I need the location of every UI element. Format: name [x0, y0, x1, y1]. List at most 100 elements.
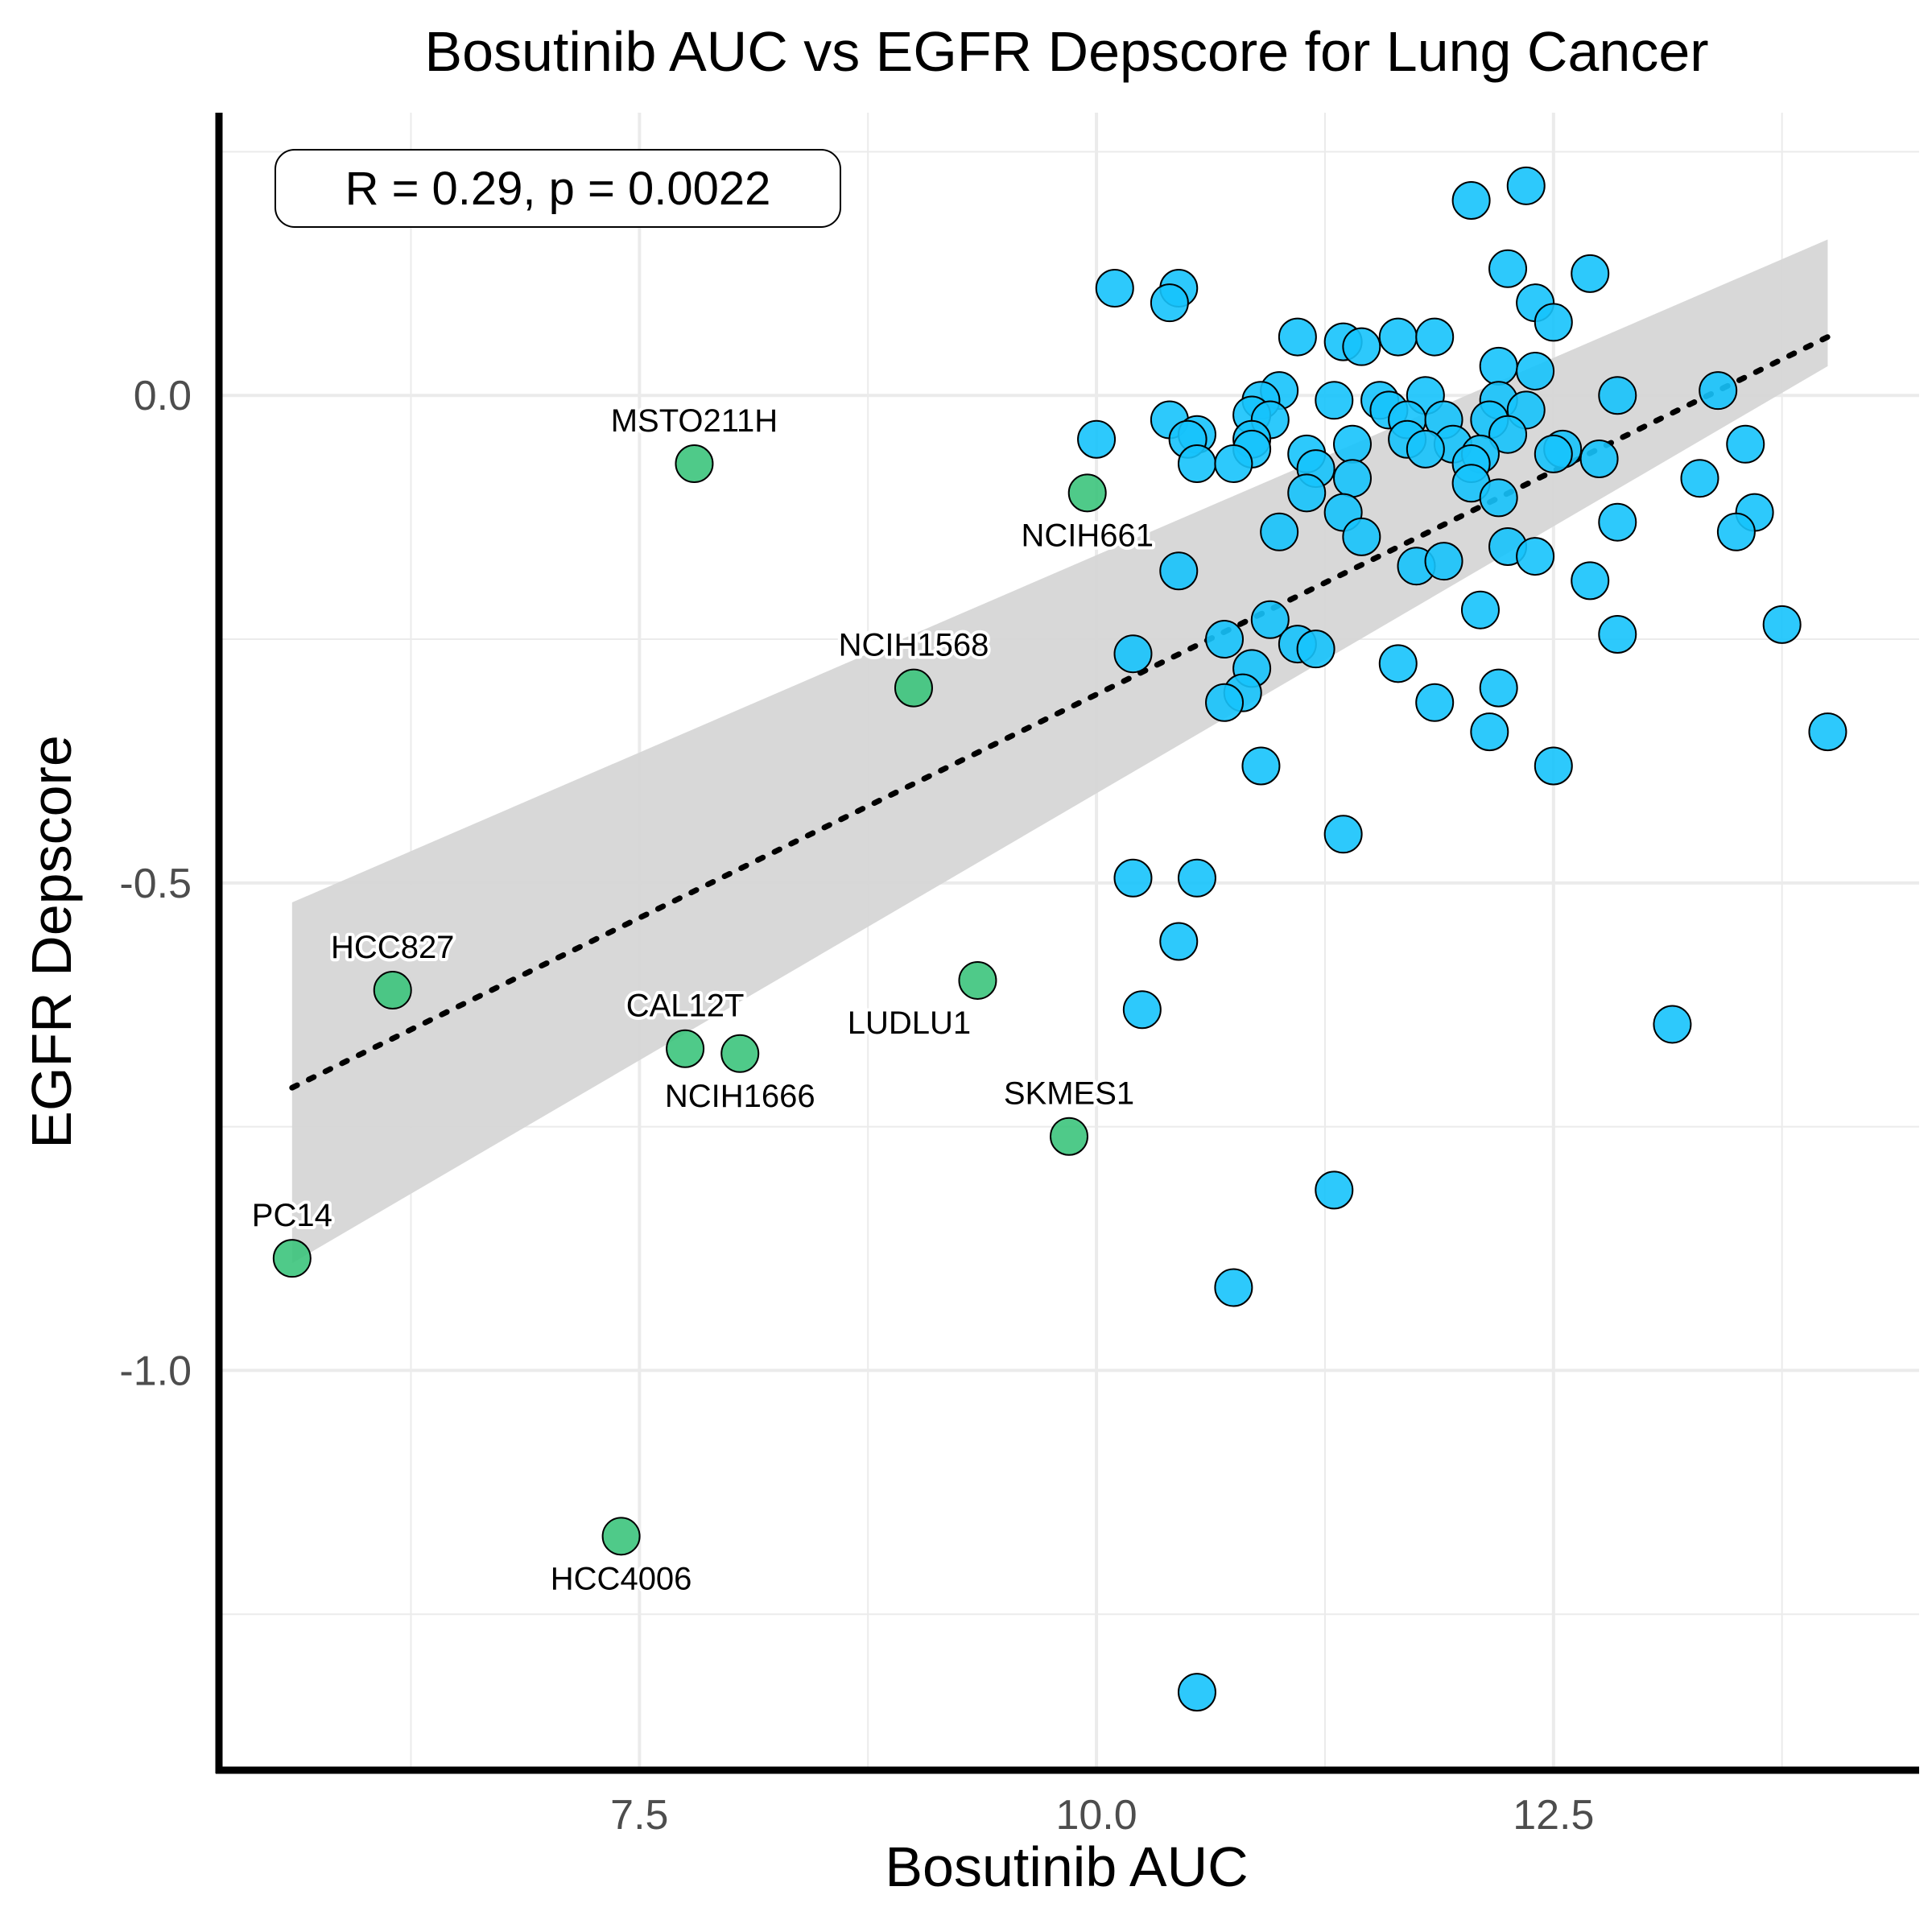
data-point	[1214, 444, 1253, 484]
data-point	[1177, 858, 1216, 898]
data-point	[1726, 424, 1765, 464]
highlighted-point	[601, 1517, 641, 1556]
data-point	[1479, 478, 1518, 518]
highlighted-point	[666, 1029, 705, 1068]
point-label-halo: HCC4006	[551, 1561, 692, 1596]
data-point	[1598, 502, 1637, 542]
data-point	[1516, 537, 1555, 576]
data-point	[1488, 415, 1528, 454]
data-point	[1762, 605, 1802, 644]
data-point	[1315, 381, 1354, 420]
highlighted-point	[1067, 473, 1107, 513]
data-point	[1451, 181, 1491, 221]
chart-title: Bosutinib AUC vs EGFR Depscore for Lung …	[424, 20, 1708, 83]
highlighted-point	[894, 668, 933, 708]
data-point	[1415, 683, 1455, 722]
data-point	[1333, 424, 1372, 464]
data-point	[1571, 561, 1610, 601]
x-axis-title: Bosutinib AUC	[885, 1835, 1248, 1898]
data-point	[1534, 434, 1573, 473]
y-axis-title: EGFR Depscore	[20, 735, 83, 1148]
data-point	[1470, 712, 1509, 752]
data-point	[1159, 551, 1199, 591]
data-point	[1716, 512, 1756, 551]
stat-annotation-box	[275, 149, 841, 228]
data-point	[1415, 317, 1455, 357]
highlighted-point	[720, 1034, 760, 1073]
data-point	[1205, 620, 1245, 659]
y-tick-label: -1.0	[119, 1348, 192, 1394]
data-point	[1680, 459, 1719, 498]
data-point	[1460, 590, 1500, 630]
data-point	[1571, 254, 1610, 293]
y-tick-label: -0.5	[119, 861, 192, 907]
point-label: HCC4006	[551, 1561, 692, 1596]
point-label: MSTO211H	[611, 403, 778, 439]
point-label-halo: LUDLU1	[848, 1005, 971, 1041]
data-point	[1342, 327, 1381, 366]
confidence-band	[291, 239, 1828, 1264]
point-label-halo: NCIH1568	[839, 628, 989, 663]
point-label: NCIH1666	[665, 1079, 815, 1114]
data-point	[1077, 419, 1117, 459]
point-label: LUDLU1	[848, 1005, 971, 1041]
x-tick-label: 7.5	[610, 1792, 668, 1839]
data-point	[1296, 630, 1335, 669]
point-label-halo: MSTO211H	[611, 403, 778, 439]
highlighted-point	[675, 444, 714, 484]
data-point	[1516, 351, 1555, 390]
x-tick-label: 12.5	[1513, 1792, 1594, 1839]
point-label-halo: NCIH661	[1021, 518, 1154, 553]
data-point	[1177, 1673, 1216, 1712]
point-label: SKMES1	[1004, 1076, 1134, 1112]
axes	[215, 113, 1919, 1774]
point-label: PC14	[252, 1198, 332, 1233]
data-point	[1205, 683, 1245, 722]
highlighted-point	[272, 1239, 312, 1278]
data-point	[1488, 249, 1528, 288]
data-point	[1699, 371, 1738, 411]
highlighted-point	[958, 960, 997, 1000]
data-point	[1424, 542, 1463, 581]
x-tick-label: 10.0	[1055, 1792, 1137, 1839]
point-label-halo: CAL12T	[626, 989, 745, 1024]
data-point	[1113, 634, 1153, 674]
data-point	[1150, 283, 1189, 323]
data-point	[1278, 317, 1317, 357]
data-point	[1406, 429, 1445, 469]
point-label-halo: NCIH1666	[665, 1079, 815, 1114]
point-label: HCC827	[331, 930, 454, 965]
data-point	[1095, 269, 1134, 308]
data-point	[1260, 512, 1299, 551]
data-point	[1250, 600, 1290, 639]
data-point	[1159, 922, 1199, 961]
data-point	[1214, 1268, 1253, 1307]
data-point	[1506, 166, 1546, 205]
data-point	[1479, 346, 1518, 386]
highlighted-point	[1050, 1117, 1088, 1156]
points-layer	[272, 166, 1847, 1712]
data-point	[1579, 439, 1619, 478]
data-point	[1653, 1005, 1692, 1044]
data-point	[1342, 517, 1381, 556]
data-point	[1534, 746, 1573, 786]
tick-labels: 7.5 10.0 12.5 0.0 -0.5 -1.0	[119, 373, 1594, 1839]
data-point	[1333, 459, 1372, 498]
data-point	[1378, 644, 1418, 683]
data-point	[1598, 614, 1637, 654]
data-point	[1315, 1170, 1354, 1210]
data-point	[1598, 376, 1637, 415]
data-point	[1323, 815, 1363, 854]
point-label-halo: PC14	[252, 1198, 332, 1233]
data-point	[1287, 473, 1327, 513]
stat-annotation-text: R = 0.29, p = 0.0022	[345, 163, 771, 215]
highlighted-point	[373, 971, 412, 1010]
data-point	[1241, 746, 1281, 786]
data-point	[1808, 712, 1847, 752]
data-point	[1479, 668, 1518, 708]
point-label-halo: SKMES1	[1004, 1076, 1134, 1112]
data-point	[1113, 858, 1153, 898]
point-label: NCIH661	[1021, 518, 1154, 553]
data-point	[1177, 444, 1216, 484]
